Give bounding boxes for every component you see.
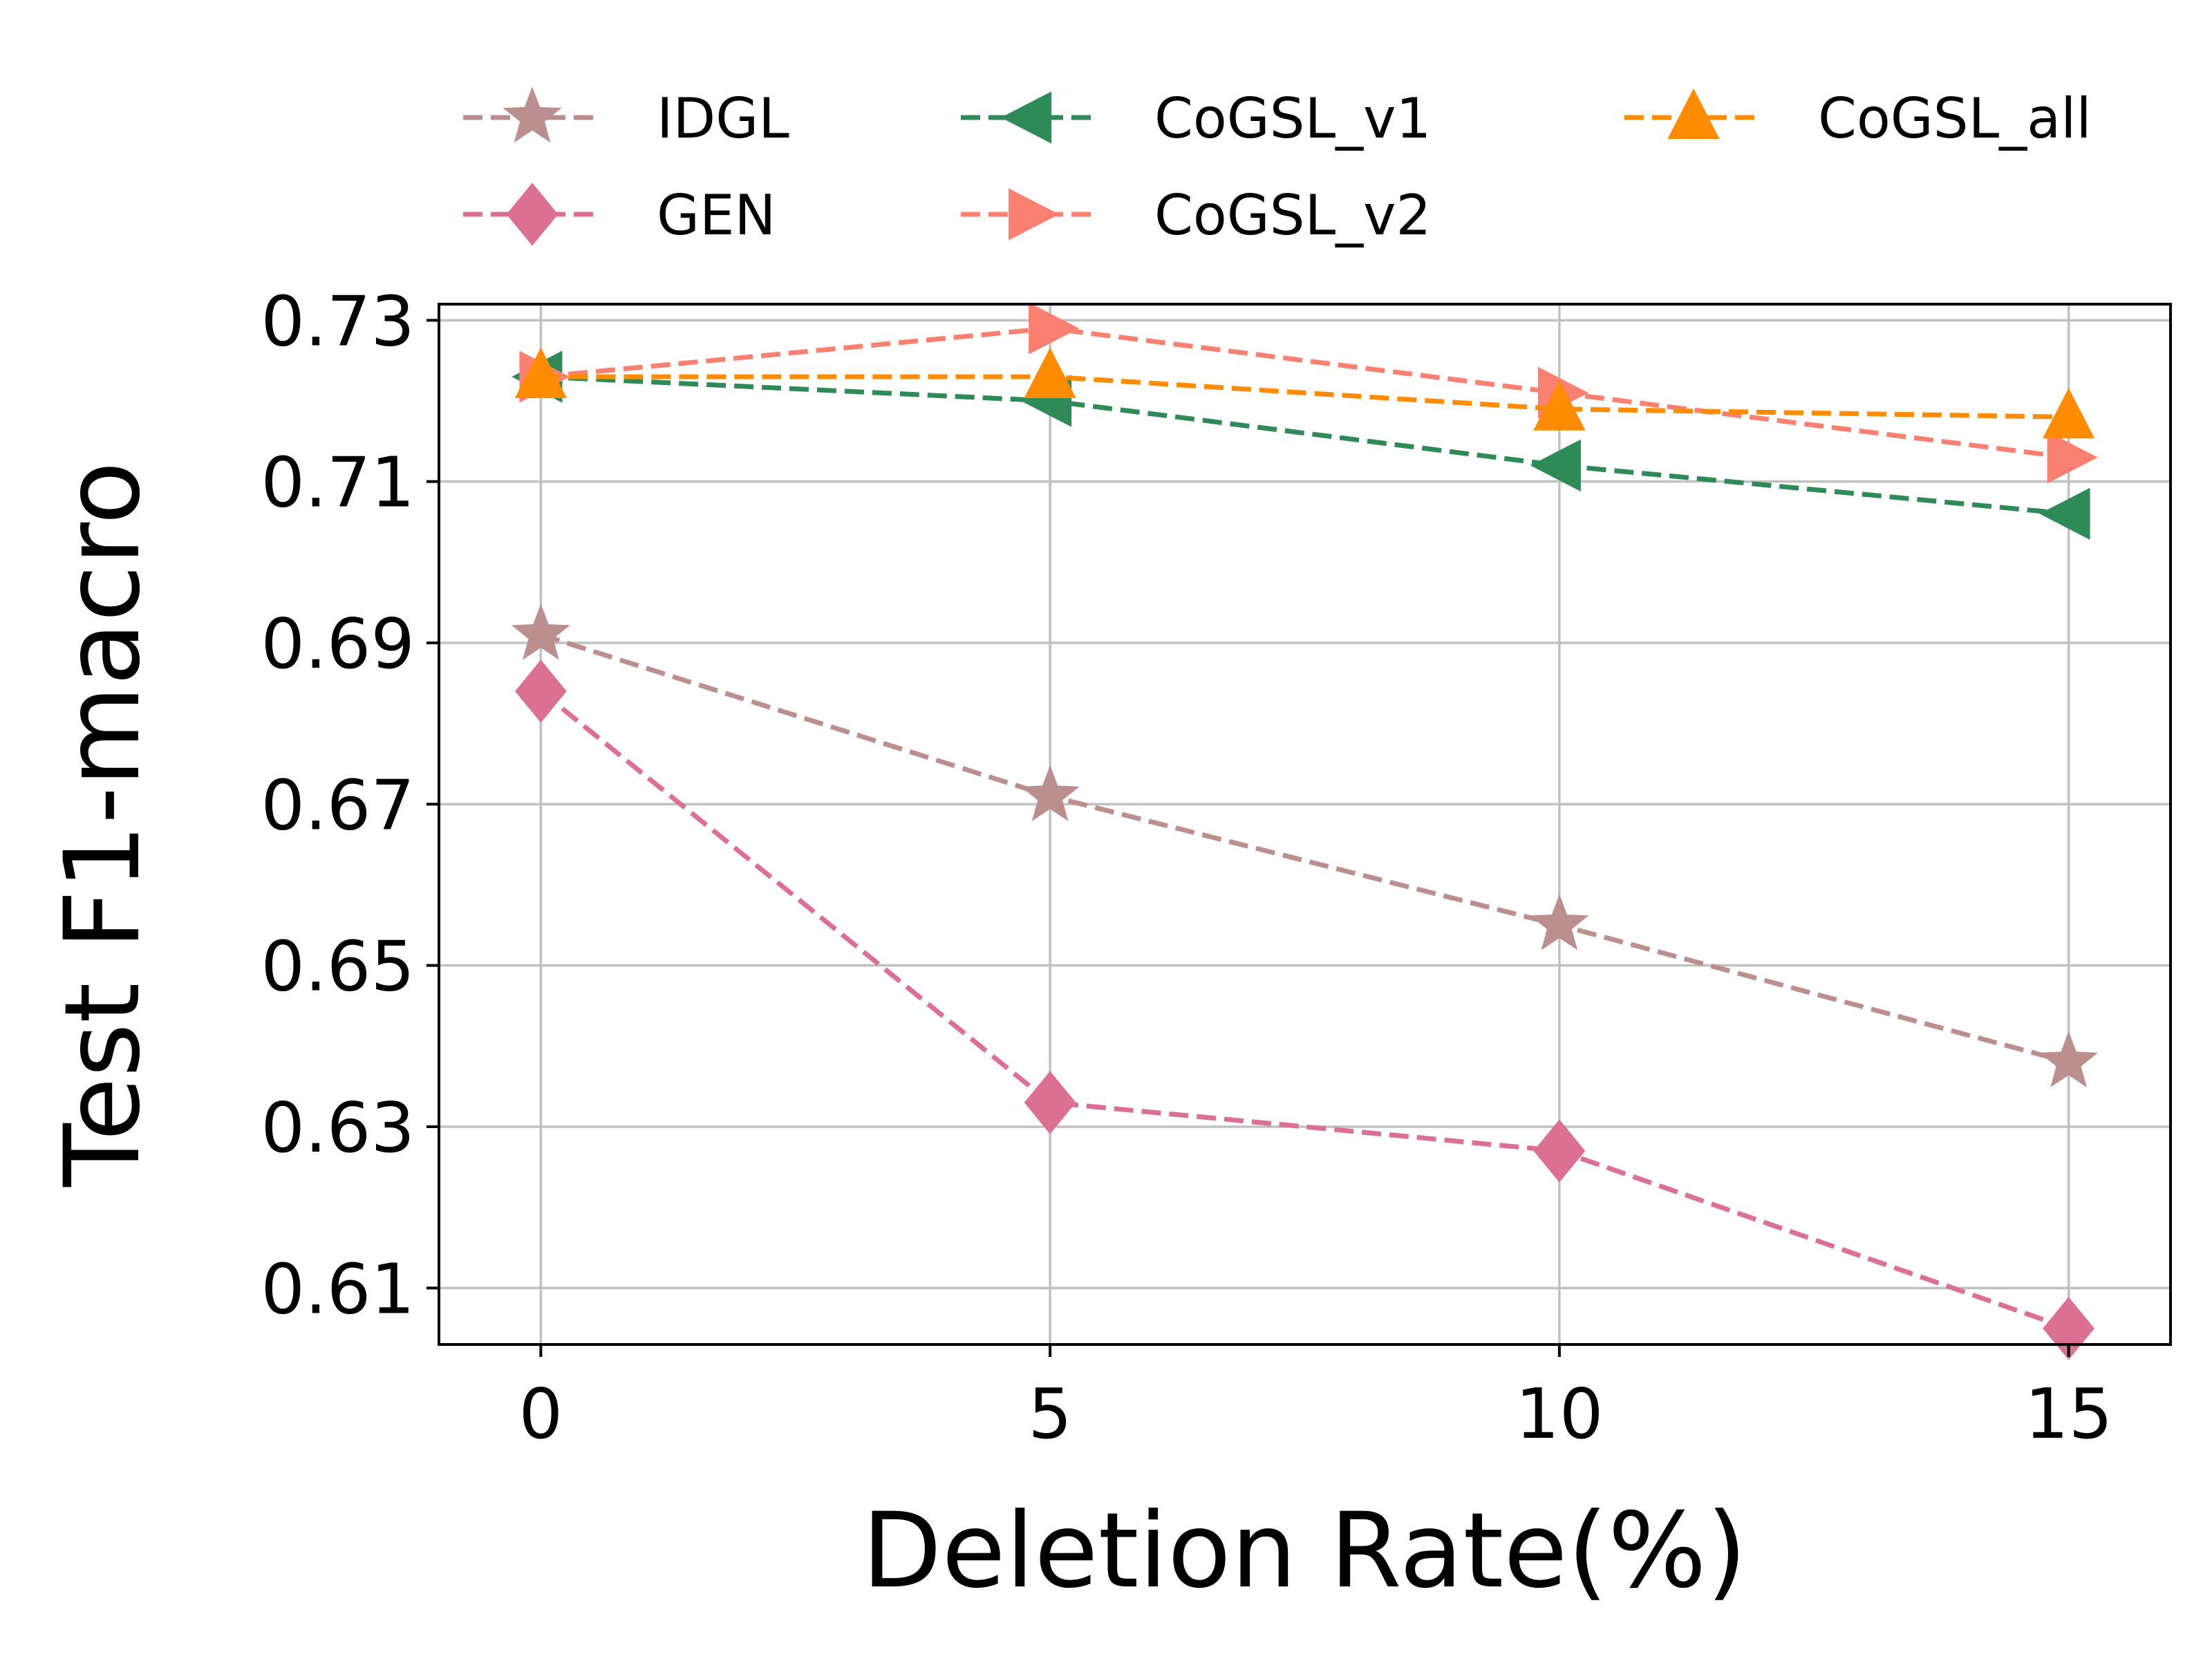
series-line (541, 374, 2069, 420)
axis-ticks: 0 5 10 15 0.61 0.63 0.65 0.67 0.69 0.71 0.73 (261, 281, 2112, 1454)
series-line (539, 689, 2070, 1331)
plot-area-frame (438, 303, 2172, 1346)
legend-marker (503, 86, 562, 143)
y-tick-label: 0.61 (261, 1248, 415, 1329)
data-point (1029, 302, 1080, 355)
data-point (2042, 388, 2095, 439)
series-line (540, 632, 2070, 1065)
series-GEN (515, 659, 2094, 1360)
x-tick-label: 0 (519, 1374, 563, 1454)
y-axis-title: Test F1-macro (43, 461, 163, 1188)
series-CoGSL_v1 (512, 350, 2090, 540)
series-line (541, 374, 2069, 516)
data-point (1024, 347, 1076, 398)
series-lines (511, 302, 2099, 1360)
y-tick-label: 0.69 (261, 603, 415, 684)
legend-label: GEN (657, 183, 776, 247)
data-point (1024, 1071, 1076, 1134)
legend-label: IDGL (657, 86, 789, 151)
legend-marker (1000, 91, 1051, 144)
y-tick-label: 0.73 (261, 281, 415, 362)
data-point (515, 659, 567, 723)
legend-marker (1009, 188, 1060, 241)
series-line (541, 326, 2070, 460)
legend-item-CoGSL_v2: CoGSL_v2 (961, 183, 1431, 247)
data-point (1533, 379, 1586, 431)
data-point (1530, 894, 1589, 950)
data-point (511, 603, 571, 660)
grid-lines (439, 304, 2171, 1344)
data-point (2038, 1031, 2099, 1088)
series-IDGL (511, 603, 2099, 1088)
legend-label: CoGSL_v2 (1154, 183, 1431, 247)
data-point (1020, 765, 1080, 822)
series-CoGSL_v2 (519, 302, 2098, 484)
x-axis-title: Deletion Rate(%) (862, 1491, 1747, 1611)
y-tick-label: 0.65 (261, 926, 415, 1007)
legend-item-CoGSL_v1: CoGSL_v1 (961, 86, 1431, 151)
legend-label: CoGSL_v1 (1154, 86, 1431, 151)
legend-item-GEN: GEN (463, 182, 776, 247)
y-tick-label: 0.71 (261, 442, 415, 523)
x-tick-label: 15 (2025, 1374, 2112, 1454)
data-point (514, 347, 568, 398)
legend-marker (506, 182, 559, 246)
legend-item-CoGSL_all: CoGSL_all (1624, 86, 2092, 151)
x-tick-label: 5 (1028, 1374, 1072, 1454)
legend-label: CoGSL_all (1818, 86, 2092, 151)
data-point (1533, 1119, 1586, 1183)
legend-marker (1667, 88, 1720, 139)
y-tick-label: 0.63 (261, 1087, 415, 1168)
series-CoGSL_all (514, 347, 2095, 439)
legend-item-IDGL: IDGL (463, 86, 789, 151)
legend: IDGL GEN CoGSL_v1 CoGSL_v2 CoGSL_all (463, 86, 2092, 247)
data-point (1530, 439, 1581, 491)
data-point (2039, 487, 2090, 540)
x-tick-label: 10 (1515, 1374, 1603, 1454)
y-tick-label: 0.67 (261, 765, 415, 845)
data-point (2047, 431, 2098, 484)
